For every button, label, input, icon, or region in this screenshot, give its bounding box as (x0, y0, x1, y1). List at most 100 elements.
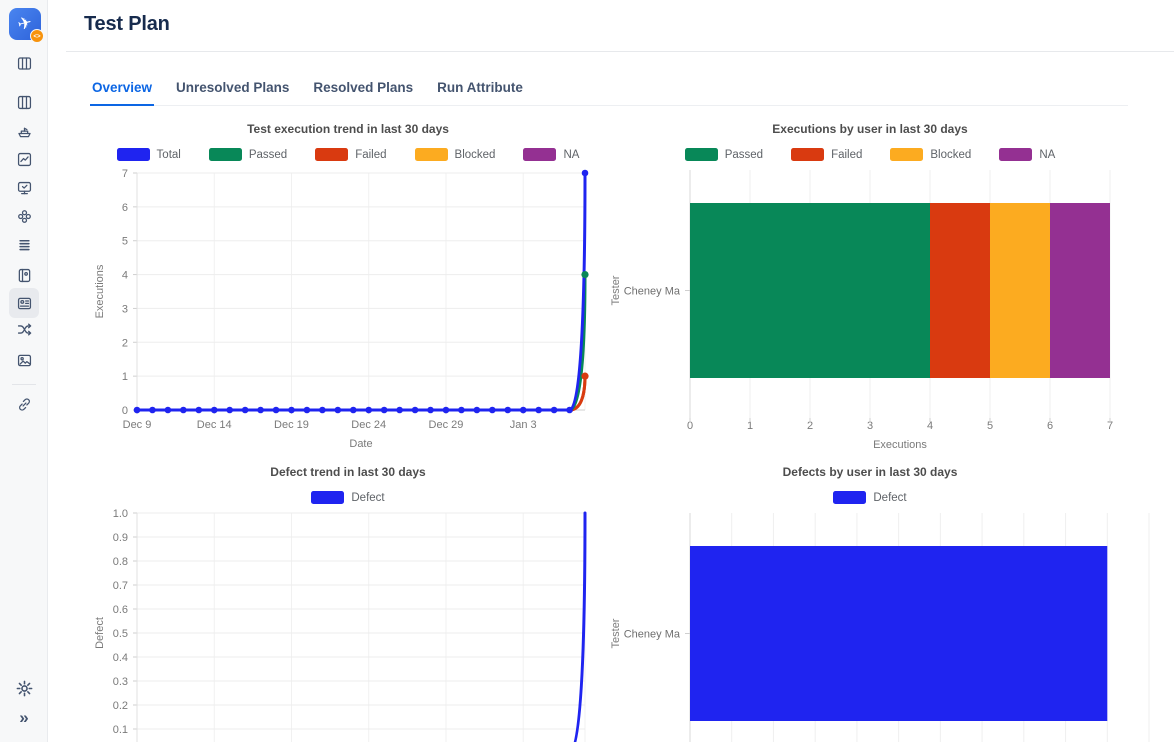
legend-swatch (311, 491, 345, 504)
ship-icon[interactable] (14, 121, 34, 141)
legend-item[interactable]: Defect (833, 491, 907, 504)
legend-swatch (523, 148, 557, 161)
svg-text:0.9: 0.9 (113, 532, 128, 544)
legend-swatch (116, 148, 150, 161)
legend-item[interactable]: Failed (315, 148, 387, 161)
tab-run-attribute[interactable]: Run Attribute (437, 80, 523, 95)
expand-sidebar-icon[interactable]: » (19, 707, 29, 727)
legend-item[interactable]: Failed (791, 148, 862, 161)
svg-text:0: 0 (687, 420, 693, 432)
svg-text:Dec 24: Dec 24 (351, 419, 386, 431)
chart-title: Test execution trend in last 30 days (247, 122, 449, 136)
trend-chart-icon[interactable] (14, 149, 34, 169)
legend-swatch (791, 148, 825, 161)
svg-text:2: 2 (122, 337, 128, 349)
list-icon[interactable] (14, 235, 34, 255)
svg-text:Cheney Ma: Cheney Ma (624, 629, 681, 641)
legend-item[interactable]: Passed (684, 148, 763, 161)
header-divider (66, 51, 1174, 52)
legend-item[interactable]: Blocked (414, 148, 496, 161)
svg-text:0.1: 0.1 (113, 724, 128, 736)
chart-legend: Defect (610, 491, 1130, 504)
svg-text:Executions: Executions (94, 264, 106, 318)
chart-executions-by-user: Executions by user in last 30 days Passe… (610, 118, 1174, 464)
chart-test-execution-trend: Test execution trend in last 30 days Tot… (90, 118, 606, 464)
svg-text:3: 3 (122, 303, 128, 315)
code-badge-icon: <> (30, 29, 44, 43)
bar-chart-plot: Cheney Ma 0 1 2 3 4 5 6 7 Executions Tester (610, 170, 1113, 451)
svg-text:6: 6 (122, 202, 128, 214)
svg-text:Cheney Ma: Cheney Ma (624, 286, 681, 298)
legend-swatch (890, 148, 924, 161)
svg-text:Jan 3: Jan 3 (510, 419, 537, 431)
sidebar: ✈ <> » (0, 0, 48, 742)
monitor-check-icon[interactable] (14, 178, 34, 198)
legend-item[interactable]: NA (523, 148, 579, 161)
legend-label: Blocked (930, 148, 972, 161)
legend-label: Blocked (454, 148, 496, 161)
svg-text:0.2: 0.2 (113, 700, 128, 712)
chart-title: Defect trend in last 30 days (270, 465, 426, 479)
svg-text:0.4: 0.4 (113, 652, 128, 664)
legend-swatch (999, 148, 1033, 161)
line-chart-plot: 0.1 0.2 0.3 0.4 0.5 0.6 0.7 0.8 0.9 1.0 Defect (94, 508, 587, 742)
legend-item[interactable]: Passed (208, 148, 287, 161)
legend-item[interactable]: NA (999, 148, 1055, 161)
svg-text:3: 3 (867, 420, 873, 432)
svg-text:4: 4 (122, 270, 128, 282)
tab-unresolved-plans[interactable]: Unresolved Plans (176, 80, 290, 95)
media-icon[interactable] (14, 350, 34, 370)
svg-text:Dec 19: Dec 19 (274, 419, 309, 431)
queue-boards-icon[interactable] (14, 53, 34, 73)
app-logo[interactable]: ✈ <> (9, 8, 44, 43)
legend-swatch (315, 148, 349, 161)
svg-text:5: 5 (987, 420, 993, 432)
legend-item[interactable]: Defect (311, 491, 385, 504)
legend-label: Total (156, 148, 181, 161)
svg-text:6: 6 (1047, 420, 1053, 432)
tab-overview[interactable]: Overview (90, 80, 155, 106)
svg-text:Defect: Defect (94, 617, 106, 649)
svg-text:Date: Date (349, 438, 372, 450)
svg-text:0.8: 0.8 (113, 556, 128, 568)
svg-text:0.5: 0.5 (113, 628, 128, 640)
legend-label: Defect (873, 491, 907, 504)
svg-text:7: 7 (1107, 420, 1113, 432)
svg-text:1.0: 1.0 (113, 508, 128, 520)
legend-label: Failed (355, 148, 387, 161)
legend-swatch (208, 148, 242, 161)
sidebar-divider (12, 384, 36, 385)
chart-defects-by-user: Defects by user in last 30 days Defect C… (610, 461, 1174, 742)
shuffle-icon[interactable] (14, 319, 34, 339)
legend-swatch (684, 148, 718, 161)
svg-text:1: 1 (747, 420, 753, 432)
notebook-icon[interactable] (14, 265, 34, 285)
legend-item[interactable]: Total (116, 148, 181, 161)
svg-text:Dec 29: Dec 29 (429, 419, 464, 431)
board-columns-icon[interactable] (14, 92, 34, 112)
chart-defect-trend: Defect trend in last 30 days Defect 0.1 0… (90, 461, 606, 742)
puzzle-icon[interactable] (14, 206, 34, 226)
line-chart-plot: 0 1 2 3 4 5 6 7 Dec 9 Dec 14 Dec 19 Dec 24 Dec 29 Jan… (94, 168, 589, 450)
legend-label: NA (563, 148, 580, 161)
link-icon[interactable] (14, 394, 34, 414)
chart-legend: Total Passed Failed Blocked NA (90, 148, 606, 161)
legend-label: Defect (351, 491, 385, 504)
svg-text:0: 0 (122, 405, 128, 417)
svg-text:1: 1 (122, 371, 128, 383)
svg-text:Tester: Tester (610, 275, 622, 305)
settings-gear-icon[interactable] (14, 678, 34, 698)
tab-resolved-plans[interactable]: Resolved Plans (313, 80, 414, 95)
legend-item[interactable]: Blocked (890, 148, 971, 161)
svg-text:2: 2 (807, 420, 813, 432)
svg-text:Executions: Executions (873, 439, 927, 451)
main-content: Test Plan Overview Unresolved Plans Reso… (48, 0, 1174, 742)
svg-text:5: 5 (122, 236, 128, 248)
contact-card-icon[interactable] (9, 288, 39, 318)
svg-text:Dec 14: Dec 14 (197, 419, 232, 431)
page-title: Test Plan (84, 13, 170, 35)
legend-label: NA (1039, 148, 1056, 161)
svg-text:7: 7 (122, 168, 128, 180)
